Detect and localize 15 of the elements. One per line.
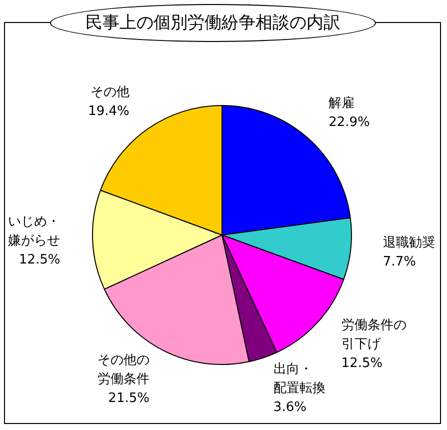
data-label: 12.5% bbox=[18, 252, 60, 268]
data-label: 19.4% bbox=[88, 104, 130, 120]
chart-title: 民事上の個別労働紛争相談の内訳 bbox=[50, 4, 376, 42]
slice-label: 解雇 bbox=[328, 95, 355, 112]
slice-label: その他の労働条件 bbox=[97, 353, 150, 388]
slice-label: その他 bbox=[90, 85, 130, 100]
data-label: 3.6% bbox=[273, 400, 306, 415]
slice-label: 退職勧奨 bbox=[382, 235, 435, 250]
data-label: 22.9% bbox=[328, 115, 370, 130]
data-label: 21.5% bbox=[108, 391, 150, 406]
slice-label: 出向・配置転換 bbox=[273, 362, 326, 396]
slice-label: いじめ・嫌がらせ bbox=[8, 214, 60, 249]
data-label: 12.5% bbox=[341, 356, 383, 371]
data-label: 7.7% bbox=[382, 254, 416, 270]
slice-label: 労働条件の引下げ bbox=[341, 318, 406, 352]
